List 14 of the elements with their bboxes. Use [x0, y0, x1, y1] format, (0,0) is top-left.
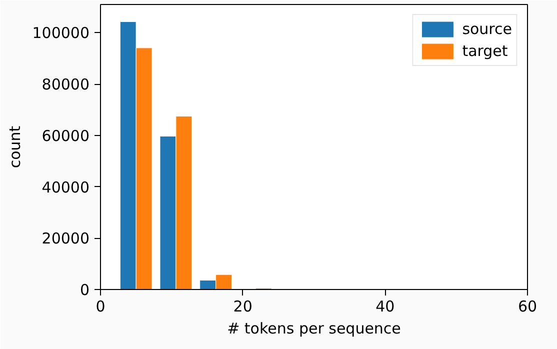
x-tick-label: 60 [518, 298, 538, 316]
legend-label: target [462, 42, 508, 60]
x-tick-label: 20 [233, 298, 252, 316]
y-tick-label: 60000 [42, 126, 90, 145]
y-tick-label: 100000 [32, 24, 90, 42]
y-tick-label: 40000 [42, 178, 90, 196]
y-tick-label: 0 [80, 281, 90, 299]
y-axis-title: count [6, 126, 24, 168]
y-tick-label: 80000 [42, 76, 90, 94]
y-tick-label: 20000 [42, 230, 90, 248]
legend-label: source [462, 20, 512, 38]
x-axis-title: # tokens per sequence [227, 320, 401, 338]
x-tick-label: 0 [96, 298, 106, 316]
x-tick-label: 40 [376, 298, 395, 316]
